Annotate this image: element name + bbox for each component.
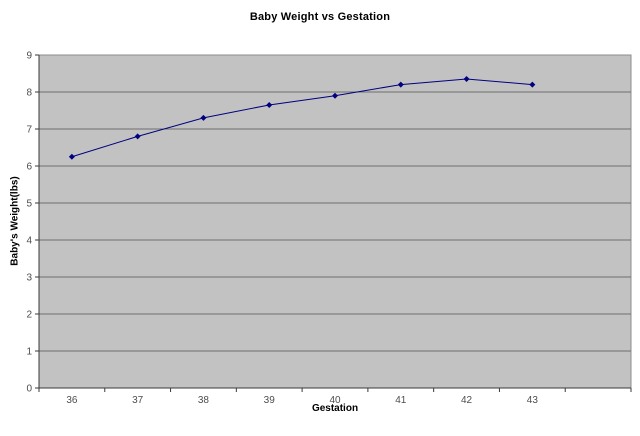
plot-background [38,54,632,389]
x-tick-label: 42 [461,395,473,406]
x-tick-label: 41 [395,395,407,406]
x-tick-label: 36 [66,395,78,406]
data-point-marker [463,76,470,83]
y-tick-label: 5 [26,199,32,210]
data-point-marker [68,153,75,160]
data-point-marker [266,101,273,108]
data-point-marker [529,81,536,88]
x-tick-label: 37 [132,395,144,406]
x-tick-label: 39 [264,395,276,406]
chart-title: Baby Weight vs Gestation [249,11,391,23]
series-line [71,78,533,158]
x-tick-label: 38 [198,395,210,406]
y-tick-label: 2 [26,310,32,321]
data-point-marker [200,114,207,121]
data-point-marker [397,81,404,88]
y-tick-label: 4 [26,236,32,247]
x-axis-title: Gestation [311,403,359,414]
y-tick-label: 8 [26,88,32,99]
data-point-marker [332,92,338,99]
y-tick-label: 7 [26,125,32,136]
x-tick-label: 40 [329,395,341,406]
data-point-marker [134,133,141,140]
y-tick-label: 0 [26,384,32,395]
x-tick-label: 43 [527,395,539,406]
y-tick-label: 9 [26,51,32,62]
y-tick-label: 6 [26,162,32,173]
y-tick-label: 1 [26,347,32,358]
y-tick-label: 3 [26,273,32,284]
